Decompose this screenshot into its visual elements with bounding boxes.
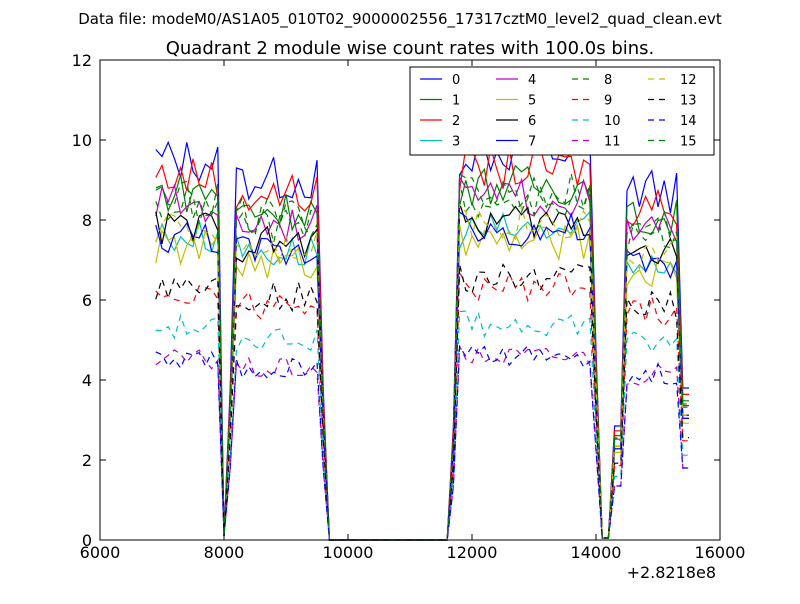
legend-label-3: 3	[452, 135, 460, 150]
legend-label-5: 5	[528, 94, 536, 109]
series-line-13	[155, 263, 689, 541]
y-tick-label: 2	[82, 451, 92, 470]
legend-label-6: 6	[528, 114, 536, 129]
legend-label-4: 4	[528, 73, 536, 88]
series-line-0	[155, 132, 689, 541]
legend-label-1: 1	[452, 94, 460, 109]
legend-label-8: 8	[604, 73, 612, 88]
legend-label-14: 14	[680, 114, 697, 129]
legend-label-11: 11	[604, 135, 621, 150]
data-file-suptitle: Data file: modeM0/AS1A05_010T02_90000025…	[78, 10, 722, 29]
x-tick-label: 14000	[571, 543, 622, 562]
x-tick-label: 6000	[80, 543, 121, 562]
y-tick-label: 0	[82, 531, 92, 550]
legend-label-2: 2	[452, 114, 460, 129]
y-tick-label: 8	[82, 211, 92, 230]
legend-label-9: 9	[604, 94, 612, 109]
plot-area	[155, 132, 689, 541]
series-line-10	[155, 310, 689, 541]
y-tick-label: 12	[72, 51, 92, 70]
y-tick-label: 6	[82, 291, 92, 310]
legend-label-13: 13	[680, 94, 697, 109]
legend-label-7: 7	[528, 135, 536, 150]
y-tick-label: 4	[82, 371, 92, 390]
legend-label-0: 0	[452, 73, 460, 88]
chart-title: Quadrant 2 module wise count rates with …	[166, 38, 655, 59]
legend-label-12: 12	[680, 73, 697, 88]
x-tick-label: 8000	[204, 543, 245, 562]
x-tick-label: 12000	[447, 543, 498, 562]
x-offset-label: +2.8218e8	[627, 563, 716, 582]
x-tick-label: 16000	[695, 543, 746, 562]
y-tick-label: 10	[72, 131, 92, 150]
series-line-14	[155, 344, 689, 541]
legend-label-10: 10	[604, 114, 621, 129]
x-tick-label: 10000	[323, 543, 374, 562]
legend-label-15: 15	[680, 135, 697, 150]
